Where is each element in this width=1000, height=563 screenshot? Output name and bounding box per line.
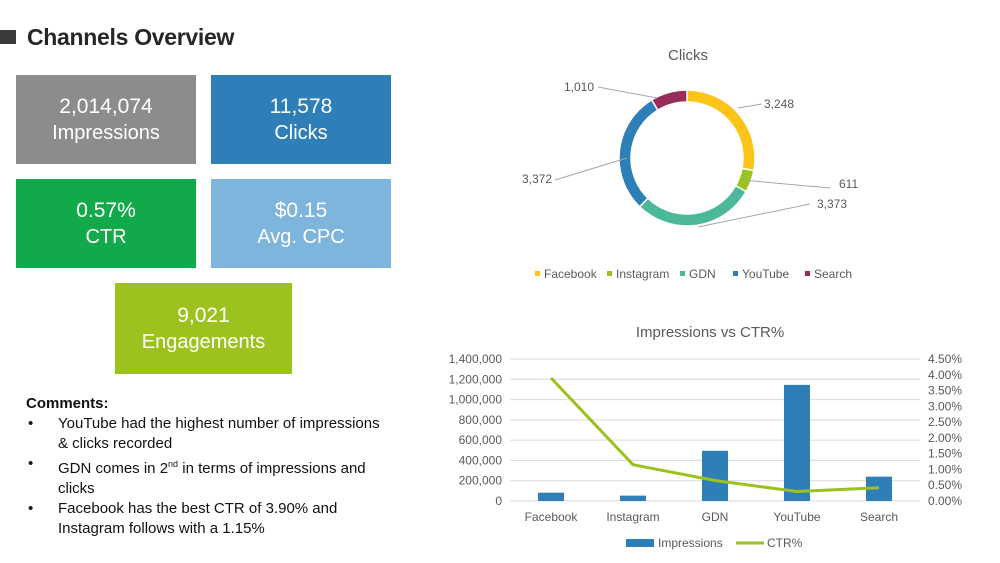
- kpi-label: CTR: [85, 225, 127, 248]
- y-left-tick-label: 200,000: [459, 474, 503, 488]
- clicks-donut-chart: 3,248 611 3,373 3,372 1,010 Facebook Instagram…: [522, 80, 858, 281]
- bar-impressions-gdn: [702, 450, 728, 501]
- legend-label: Facebook: [544, 267, 598, 281]
- bar-impressions-instagram: [620, 495, 646, 501]
- comment-item: GDN comes in 2nd in terms of impressions…: [26, 454, 386, 499]
- kpi-impressions-tile: 2,014,074 Impressions: [16, 75, 196, 164]
- kpi-value: 9,021: [177, 303, 230, 327]
- legend-swatch: [535, 271, 540, 276]
- legend-swatch: [680, 271, 685, 276]
- y-left-tick-label: 1,200,000: [449, 372, 503, 386]
- x-tick-label: Facebook: [525, 510, 579, 524]
- comment-text: in terms of impressions and clicks: [58, 460, 366, 497]
- kpi-label: Engagements: [141, 330, 266, 353]
- x-tick-label: Search: [860, 510, 898, 524]
- comments-section: Comments: YouTube had the highest number…: [26, 395, 386, 539]
- kpi-value: 11,578: [269, 94, 333, 118]
- kpi-avg-cpc-tile: $0.15 Avg. CPC: [211, 179, 391, 268]
- combo-chart-title: Impressions vs CTR%: [635, 324, 785, 341]
- donut-data-label: 3,373: [817, 197, 847, 211]
- donut-data-label: 3,372: [522, 172, 552, 186]
- y-right-tick-label: 0.50%: [928, 478, 962, 492]
- legend-label: GDN: [689, 267, 716, 281]
- legend-label: CTR%: [767, 536, 803, 550]
- comment-item: YouTube had the highest number of impres…: [26, 414, 386, 454]
- comments-list: YouTube had the highest number of impres…: [26, 414, 386, 539]
- y-right-tick-label: 1.00%: [928, 462, 962, 476]
- donut-data-label: 1,010: [564, 80, 594, 94]
- y-right-tick-label: 0.00%: [928, 494, 962, 508]
- y-right-tick-label: 2.50%: [928, 415, 962, 429]
- y-left-tick-label: 0: [495, 494, 502, 508]
- donut-data-label: 611: [839, 177, 858, 191]
- kpi-value: 2,014,074: [59, 94, 153, 118]
- y-right-tick-label: 2.00%: [928, 431, 962, 445]
- legend-label: Search: [814, 267, 852, 281]
- donut-chart-title: Clicks: [668, 47, 708, 64]
- legend-label: YouTube: [742, 267, 789, 281]
- comment-text: YouTube had the highest number of impres…: [58, 415, 380, 452]
- bar-impressions-facebook: [538, 492, 564, 501]
- kpi-value: 0.57%: [76, 198, 136, 222]
- donut-slice-search: [650, 89, 688, 112]
- donut-leader-line: [554, 157, 628, 181]
- ctr-line: [549, 376, 880, 494]
- y-left-tick-label: 800,000: [459, 413, 503, 427]
- y-right-tick-label: 1.50%: [928, 447, 962, 461]
- legend-swatch-impressions: [626, 539, 654, 547]
- title-accent-bar: [0, 30, 16, 44]
- legend-label: Impressions: [658, 536, 723, 550]
- legend-swatch: [805, 271, 810, 276]
- y-left-tick-label: 600,000: [459, 433, 503, 447]
- donut-leader-line: [597, 86, 658, 99]
- kpi-engagements-tile: 9,021 Engagements: [115, 283, 292, 374]
- comment-text: GDN comes in 2: [58, 460, 169, 477]
- legend-swatch: [733, 271, 738, 276]
- kpi-ctr-tile: 0.57% CTR: [16, 179, 196, 268]
- y-left-tick-label: 1,400,000: [449, 352, 503, 366]
- comments-heading: Comments:: [26, 395, 109, 412]
- legend-swatch: [607, 271, 612, 276]
- y-left-tick-label: 400,000: [459, 453, 503, 467]
- y-right-tick-label: 3.00%: [928, 399, 962, 413]
- donut-leader-line: [741, 179, 831, 189]
- y-right-tick-label: 4.50%: [928, 352, 962, 366]
- donut-slice-youtube: [618, 98, 659, 208]
- comment-superscript: nd: [168, 459, 179, 469]
- x-tick-label: GDN: [702, 510, 729, 524]
- kpi-label: Clicks: [274, 121, 328, 144]
- kpi-clicks-tile: 11,578 Clicks: [211, 75, 391, 164]
- x-tick-label: Instagram: [606, 510, 659, 524]
- donut-data-label: 3,248: [764, 97, 794, 111]
- y-right-tick-label: 4.00%: [928, 368, 962, 382]
- legend-label: Instagram: [616, 267, 669, 281]
- page-title: Channels Overview: [27, 24, 235, 50]
- donut-leader-line: [737, 103, 763, 109]
- donut-slice-facebook: [686, 89, 756, 172]
- kpi-label: Avg. CPC: [257, 225, 345, 248]
- comment-text: Facebook has the best CTR of 3.90% and I…: [58, 500, 338, 537]
- x-tick-label: YouTube: [773, 510, 820, 524]
- bar-impressions-youtube: [784, 384, 810, 501]
- comment-item: Facebook has the best CTR of 3.90% and I…: [26, 499, 386, 539]
- donut-leader-line: [697, 203, 811, 228]
- impressions-ctr-combo-chart: 0 200,000 400,000 600,000 800,000 1,000,000 1,…: [449, 352, 963, 550]
- y-left-tick-label: 1,000,000: [449, 393, 503, 407]
- y-right-tick-label: 3.50%: [928, 384, 962, 398]
- kpi-value: $0.15: [274, 198, 328, 222]
- kpi-label: Impressions: [52, 121, 160, 144]
